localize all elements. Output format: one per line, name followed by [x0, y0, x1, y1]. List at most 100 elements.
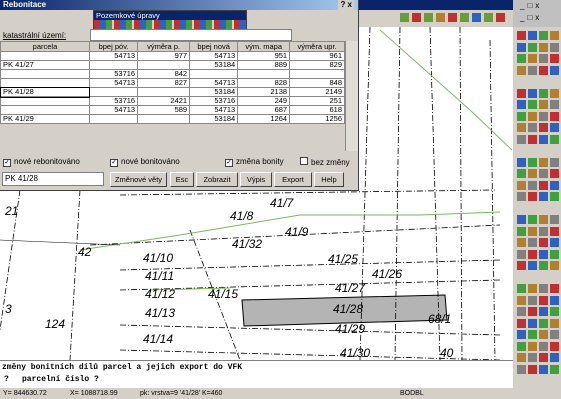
tool-icon[interactable] — [528, 226, 537, 236]
tool-icon[interactable] — [539, 42, 548, 52]
window-controls[interactable]: _□x — [520, 13, 543, 22]
button[interactable]: Esc — [170, 172, 194, 187]
tool-icon[interactable] — [550, 353, 559, 362]
tool-icon[interactable] — [539, 134, 548, 144]
tool-icon[interactable] — [517, 238, 526, 247]
tool-icon[interactable] — [539, 353, 548, 362]
tool-icon[interactable] — [528, 180, 537, 190]
table-row[interactable]: PK 41/28 53184 2138 2149 — [0, 86, 345, 98]
tool-icon[interactable] — [550, 123, 559, 132]
button[interactable]: Změnové věty — [110, 172, 167, 187]
tool-icon[interactable] — [550, 284, 559, 293]
tool-icon[interactable] — [550, 295, 559, 305]
tool-icon[interactable] — [517, 111, 526, 121]
tool-icon[interactable] — [550, 169, 559, 178]
toolbar-icons[interactable] — [94, 20, 246, 29]
tool-icon[interactable] — [539, 192, 548, 201]
tool-icon[interactable] — [517, 353, 526, 362]
checkbox[interactable]: ✓ nové rebonitováno — [3, 157, 80, 167]
tool-icon[interactable] — [550, 134, 559, 144]
checkbox[interactable]: ✓ změna bonity — [225, 157, 284, 167]
tool-icon[interactable] — [517, 215, 526, 224]
tool-icon[interactable] — [550, 307, 559, 316]
tool-icon[interactable] — [517, 157, 526, 167]
cadastre-combo[interactable] — [90, 29, 292, 41]
tool-icon[interactable] — [528, 249, 537, 259]
button[interactable]: Zobrazit — [196, 172, 238, 187]
button[interactable]: Výpis — [240, 172, 272, 187]
tool-icon[interactable] — [528, 31, 537, 40]
tool-icon[interactable] — [539, 88, 548, 98]
tool-icon[interactable] — [517, 341, 526, 351]
tool-icon[interactable] — [528, 364, 537, 374]
tool-icon[interactable] — [539, 261, 548, 270]
tool-icon[interactable] — [528, 169, 537, 178]
tool-icon[interactable] — [539, 295, 548, 305]
tool-icon[interactable] — [539, 65, 548, 75]
window-controls[interactable]: _□x — [520, 1, 543, 10]
tool-icon[interactable] — [550, 249, 559, 259]
checkbox[interactable]: ✓ nové bonitováno — [110, 157, 180, 167]
tool-icon[interactable] — [550, 54, 559, 63]
table-row[interactable]: 53716 842 — [0, 69, 345, 79]
tool-icon[interactable] — [517, 65, 526, 75]
tool-icon[interactable] — [517, 192, 526, 201]
tool-icon[interactable] — [528, 65, 537, 75]
tool-icon[interactable] — [517, 123, 526, 132]
tool-icon[interactable] — [517, 364, 526, 374]
scrollbar[interactable] — [345, 41, 358, 151]
tool-icon[interactable] — [528, 341, 537, 351]
tool-icon[interactable] — [539, 54, 548, 63]
tool-icon[interactable] — [517, 226, 526, 236]
tool-icon[interactable] — [550, 364, 559, 374]
tool-icon[interactable] — [517, 42, 526, 52]
tool-icon[interactable] — [539, 307, 548, 316]
parcel-combo[interactable]: PK 41/28 — [2, 172, 104, 186]
tool-icon[interactable] — [528, 192, 537, 201]
tool-icon[interactable] — [550, 226, 559, 236]
tool-icon[interactable] — [539, 180, 548, 190]
tool-icon[interactable] — [539, 318, 548, 328]
tool-icon[interactable] — [539, 169, 548, 178]
tool-icon[interactable] — [528, 330, 537, 339]
tool-icon[interactable] — [550, 330, 559, 339]
tool-icon[interactable] — [550, 100, 559, 109]
tool-icon[interactable] — [539, 341, 548, 351]
tool-icon[interactable] — [517, 284, 526, 293]
tool-icon[interactable] — [550, 42, 559, 52]
tool-icon[interactable] — [539, 238, 548, 247]
tool-icon[interactable] — [517, 318, 526, 328]
tool-icon[interactable] — [528, 100, 537, 109]
table-row[interactable]: PK 41/29 53184 1264 1256 — [0, 114, 345, 124]
tool-icon[interactable] — [539, 111, 548, 121]
tool-icon[interactable] — [539, 249, 548, 259]
tool-icon[interactable] — [528, 261, 537, 270]
tool-icon[interactable] — [528, 123, 537, 132]
tool-icon[interactable] — [550, 238, 559, 247]
tool-icon[interactable] — [528, 353, 537, 362]
table-row[interactable]: PK 41/27 53184 889 829 — [0, 60, 345, 70]
tool-icon[interactable] — [550, 157, 559, 167]
tool-icon[interactable] — [539, 31, 548, 40]
tool-icon[interactable] — [550, 192, 559, 201]
tool-icon[interactable] — [528, 238, 537, 247]
tool-icon[interactable] — [528, 307, 537, 316]
tool-icon[interactable] — [517, 54, 526, 63]
tool-icon[interactable] — [550, 215, 559, 224]
button[interactable]: Help — [314, 172, 344, 187]
tool-icon[interactable] — [528, 318, 537, 328]
tool-icon[interactable] — [517, 295, 526, 305]
tool-icon[interactable] — [550, 261, 559, 270]
tool-icon[interactable] — [539, 157, 548, 167]
table-row[interactable]: 54713 827 54713 828 848 — [0, 78, 345, 88]
tool-icon[interactable] — [517, 249, 526, 259]
tool-icon[interactable] — [517, 180, 526, 190]
tool-icon[interactable] — [550, 31, 559, 40]
tool-icon[interactable] — [517, 330, 526, 339]
tool-icon[interactable] — [539, 123, 548, 132]
tool-icon[interactable] — [517, 31, 526, 40]
tool-icon[interactable] — [539, 100, 548, 109]
tool-icon[interactable] — [539, 330, 548, 339]
tool-icon[interactable] — [517, 307, 526, 316]
tool-icon[interactable] — [517, 169, 526, 178]
